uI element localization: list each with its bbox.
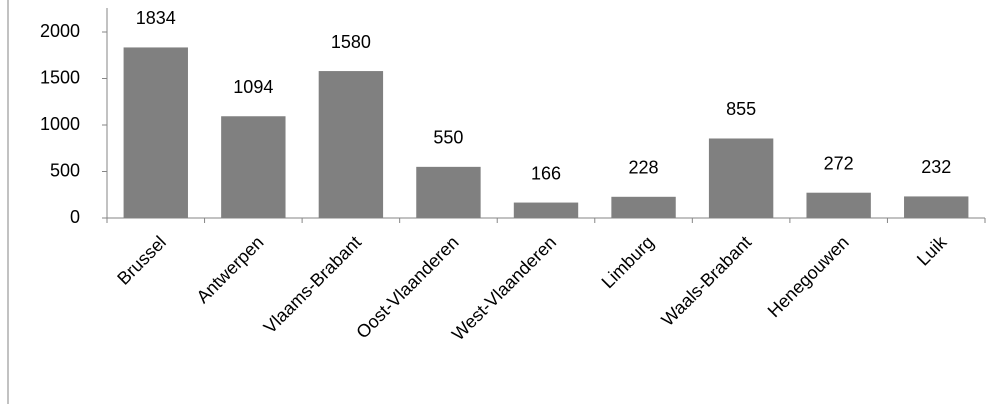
y-tick-label: 0 (70, 207, 80, 227)
y-tick-label: 2000 (40, 21, 80, 41)
y-tick-label: 500 (50, 160, 80, 180)
data-label: 1094 (233, 77, 273, 97)
y-tick-label: 1500 (40, 67, 80, 87)
bar (318, 71, 384, 218)
x-tick-label: Luik (913, 231, 951, 269)
data-label: 550 (433, 128, 463, 148)
bar (806, 192, 871, 218)
bar (708, 138, 774, 218)
x-tick-label: Antwerpen (193, 232, 268, 307)
bar (513, 202, 579, 218)
data-label: 228 (629, 158, 659, 178)
y-tick-label: 1000 (40, 114, 80, 134)
data-label: 1580 (331, 32, 371, 52)
data-label: 1834 (136, 8, 176, 28)
bar (123, 47, 188, 218)
x-tick-label: Limburg (598, 232, 658, 292)
data-label: 272 (824, 153, 854, 173)
bar (416, 166, 481, 218)
x-tick-label: Brussel (113, 232, 170, 289)
bar (904, 196, 969, 218)
x-tick-label: Vlaams-Brabant (260, 232, 365, 337)
x-tick-label: West-Vlaanderen (448, 232, 560, 344)
data-label: 166 (531, 163, 561, 183)
bar (611, 196, 676, 218)
x-tick-label: Oost-Vlaanderen (352, 232, 462, 342)
x-tick-label: Henegouwen (764, 232, 853, 321)
data-label: 232 (921, 157, 951, 177)
bar (221, 116, 286, 218)
x-tick-label: Waals-Brabant (657, 232, 755, 330)
data-label: 855 (726, 99, 756, 119)
